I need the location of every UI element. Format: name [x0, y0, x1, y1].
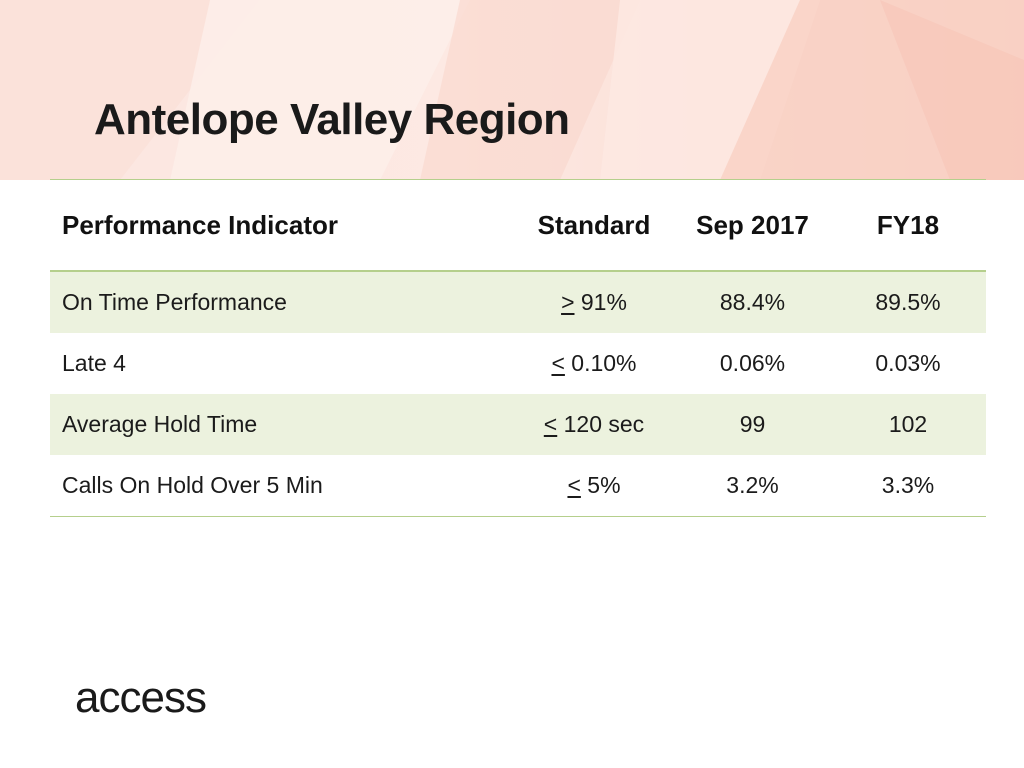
access-logo: access	[75, 673, 207, 722]
indicator-cell: Average Hold Time	[50, 394, 513, 455]
standard-value: 91%	[574, 289, 627, 315]
banner-pattern	[0, 0, 1024, 180]
fy18-cell: 0.03%	[875, 350, 941, 376]
fy18-cell: 3.3%	[830, 455, 986, 517]
comparison-operator: <	[543, 411, 558, 437]
indicator-cell: Calls On Hold Over 5 Min	[50, 455, 513, 517]
comparison-operator: >	[561, 289, 575, 315]
header-fy18: FY18	[830, 179, 986, 272]
header-standard: Standard	[513, 179, 675, 272]
comparison-operator: <	[551, 350, 565, 376]
header-banner	[0, 0, 1024, 180]
table-row: Late 4 < 0.10% 0.06% 0.03%	[50, 333, 986, 394]
sep-2017-cell: 88.4%	[675, 271, 830, 333]
performance-table: Performance Indicator Standard Sep 2017 …	[50, 179, 986, 517]
indicator-cell: Late 4	[62, 350, 126, 376]
table-row: On Time Performance > 91% 88.4% 89.5%	[50, 271, 986, 333]
table-header-row: Performance Indicator Standard Sep 2017 …	[50, 179, 986, 272]
standard-value: 120 sec	[557, 411, 645, 437]
table-row: Average Hold Time < 120 sec 99 102	[50, 394, 986, 455]
standard-value: 5%	[580, 472, 621, 498]
sep-2017-cell: 99	[675, 394, 830, 455]
page-title: Antelope Valley Region	[94, 95, 570, 144]
standard-cell: > 91%	[513, 271, 675, 333]
standard-cell: < 5%	[513, 455, 675, 517]
sep-2017-cell: 3.2%	[675, 455, 830, 517]
fy18-cell: 89.5%	[830, 271, 986, 333]
comparison-operator: <	[567, 472, 581, 498]
standard-cell: < 120 sec	[513, 394, 675, 455]
indicator-cell: On Time Performance	[50, 271, 513, 333]
sep-2017-cell: 0.06%	[719, 350, 786, 376]
table-row: Calls On Hold Over 5 Min < 5% 3.2% 3.3%	[50, 455, 986, 517]
standard-value: 0.10%	[564, 350, 637, 376]
header-performance-indicator: Performance Indicator	[50, 179, 513, 272]
standard-cell: < 0.10%	[513, 333, 675, 394]
fy18-cell: 102	[830, 394, 986, 455]
header-sep-2017: Sep 2017	[675, 179, 830, 272]
